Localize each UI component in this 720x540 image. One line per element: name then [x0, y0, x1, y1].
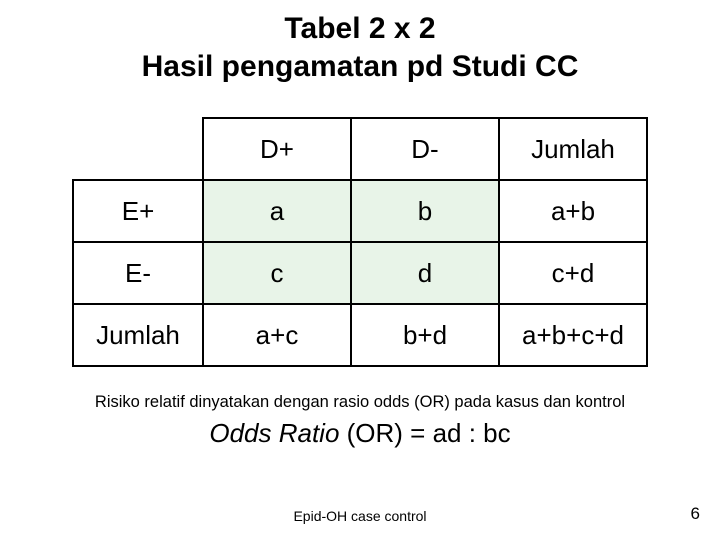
caption-text: Risiko relatif dinyatakan dengan rasio o… [0, 393, 720, 412]
table-cell: a+c [203, 304, 351, 366]
row-header: E+ [73, 180, 203, 242]
table-row: E- c d c+d [73, 242, 647, 304]
table-cell: a+b+c+d [499, 304, 647, 366]
formula-italic-part: Odds Ratio [209, 418, 339, 448]
col-header: D- [351, 118, 499, 180]
table-cell: b [351, 180, 499, 242]
table-cell: c+d [499, 242, 647, 304]
table-corner-blank [73, 118, 203, 180]
slide-footer: Epid-OH case control 6 [0, 508, 720, 524]
table-row: Jumlah a+c b+d a+b+c+d [73, 304, 647, 366]
formula-rest: (OR) = ad : bc [339, 418, 510, 448]
odds-ratio-formula: Odds Ratio (OR) = ad : bc [0, 418, 720, 449]
table-cell: c [203, 242, 351, 304]
table-row: E+ a b a+b [73, 180, 647, 242]
table-cell: a [203, 180, 351, 242]
table-cell: b+d [351, 304, 499, 366]
title-line-1: Tabel 2 x 2 [284, 12, 435, 45]
col-header: D+ [203, 118, 351, 180]
page-number: 6 [691, 504, 700, 524]
footer-label: Epid-OH case control [0, 508, 720, 524]
table-cell: d [351, 242, 499, 304]
table-cell: a+b [499, 180, 647, 242]
slide-title: Tabel 2 x 2 Hasil pengamatan pd Studi CC [0, 0, 720, 99]
table-container: D+ D- Jumlah E+ a b a+b E- c d c+d Jumla… [0, 117, 720, 367]
row-header: Jumlah [73, 304, 203, 366]
table-header-row: D+ D- Jumlah [73, 118, 647, 180]
contingency-table: D+ D- Jumlah E+ a b a+b E- c d c+d Jumla… [72, 117, 648, 367]
title-line-2: Hasil pengamatan pd Studi CC [142, 50, 579, 83]
row-header: E- [73, 242, 203, 304]
col-header: Jumlah [499, 118, 647, 180]
